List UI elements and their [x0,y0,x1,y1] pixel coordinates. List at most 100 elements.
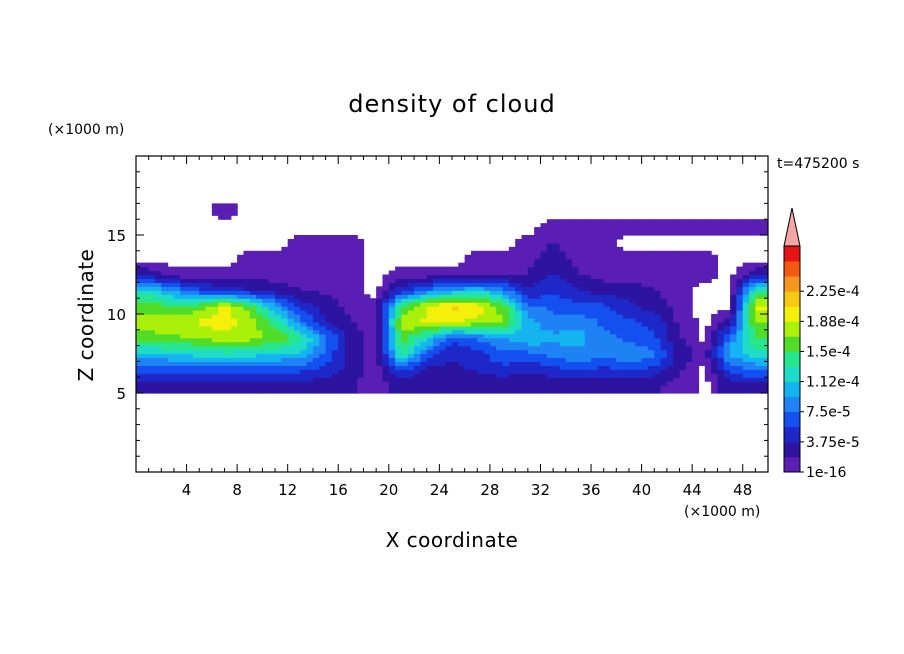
density-cell [338,385,346,390]
density-cell [597,282,605,287]
density-cell [496,381,504,386]
density-cell [647,258,655,264]
density-cell [262,266,270,272]
density-cell [344,250,352,256]
density-cell [395,377,403,382]
density-cell [331,298,339,303]
density-cell [186,317,194,323]
density-cell [407,373,415,378]
density-cell [199,353,207,359]
density-cell [154,337,162,343]
density-cell [376,349,384,355]
density-cell [603,254,611,260]
density-cell [136,377,143,382]
density-cell [527,310,535,315]
density-cell [414,357,421,362]
density-cell [603,365,611,370]
density-cell [508,278,516,283]
density-cell [249,286,257,291]
density-cell [338,306,346,311]
density-cell [167,270,175,276]
density-cell [211,286,219,291]
density-cell [433,377,440,382]
density-cell [749,365,756,370]
density-cell [622,337,630,343]
density-cell [306,242,314,248]
density-cell [508,266,516,272]
x-axis-label: X coordinate [386,528,519,552]
density-cell [546,377,554,382]
density-cell [591,219,598,224]
density-cell [647,329,655,335]
density-cell [641,282,649,287]
density-cell [761,306,768,311]
density-cell [749,294,756,299]
density-cell [508,365,516,370]
density-cell [761,270,768,276]
density-cell [426,369,434,374]
density-cell [496,270,504,276]
density-cell [180,270,188,276]
density-cell [591,321,598,327]
density-cell [458,357,466,362]
density-cell [312,361,320,366]
density-cell [546,219,554,224]
density-cell [698,361,706,366]
density-cell [142,286,150,291]
density-cell [660,389,668,394]
density-cell [186,294,194,299]
density-cell [540,238,548,244]
density-cell [603,286,611,291]
density-cell [565,385,573,390]
density-cell [420,369,428,374]
density-cell [249,365,257,370]
density-cell [452,337,459,343]
density-cell [376,385,384,390]
colorbar-swatch [784,276,800,292]
density-cell [161,325,169,331]
density-cell [452,357,459,362]
density-cell [452,365,459,370]
density-cell [382,349,390,355]
density-cell [711,353,719,359]
density-cell [742,329,750,335]
density-cell [749,329,756,335]
density-cell [407,294,415,299]
density-cell [534,369,542,374]
density-cell [622,302,630,307]
density-cell [470,317,478,323]
density-cell [521,389,529,394]
density-cell [496,341,504,347]
density-cell [388,381,396,386]
density-cell [584,227,592,232]
density-cell [603,337,611,343]
density-cell [534,349,542,355]
density-cell [483,353,491,359]
density-cell [527,345,535,351]
density-cell [224,294,232,299]
density-cell [534,333,542,339]
density-cell [414,389,421,394]
density-cell [350,238,358,244]
density-cell [363,306,371,311]
density-cell [262,385,270,390]
density-cell [515,294,523,299]
density-cell [401,298,409,303]
density-cell [167,357,175,362]
density-cell [616,266,624,272]
density-cell [673,223,681,228]
density-cell [755,385,763,390]
density-cell [673,231,681,236]
density-cell [205,286,213,291]
density-cell [749,345,756,351]
density-cell [679,337,687,343]
density-cell [331,345,339,351]
density-cell [357,294,365,299]
density-cell [603,321,611,327]
density-cell [199,377,207,382]
density-cell [350,329,358,335]
density-cell [325,286,333,291]
density-cell [730,345,737,351]
density-cell [483,254,491,260]
density-cell [723,317,731,323]
